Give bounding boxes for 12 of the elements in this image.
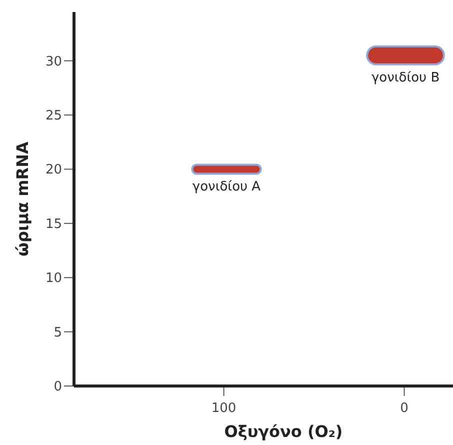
y-tick-label: 10 [45,271,62,286]
y-tick-label: 20 [45,162,62,178]
y-axis-title: ώριμα mRNA [13,141,32,256]
x-tick-label: 100 [211,401,236,416]
y-tick-label: 0 [54,380,62,395]
y-tick-label: 30 [45,54,62,70]
y-tick-label: 5 [54,325,62,340]
y-tick-label: 15 [45,216,62,232]
x-axis-title: Οξυγόνο (O₂) [224,422,343,441]
series-label: γονιδίου Β [371,70,440,86]
y-tick-label: 25 [45,108,62,124]
series-label: γονιδίου Α [192,180,261,195]
